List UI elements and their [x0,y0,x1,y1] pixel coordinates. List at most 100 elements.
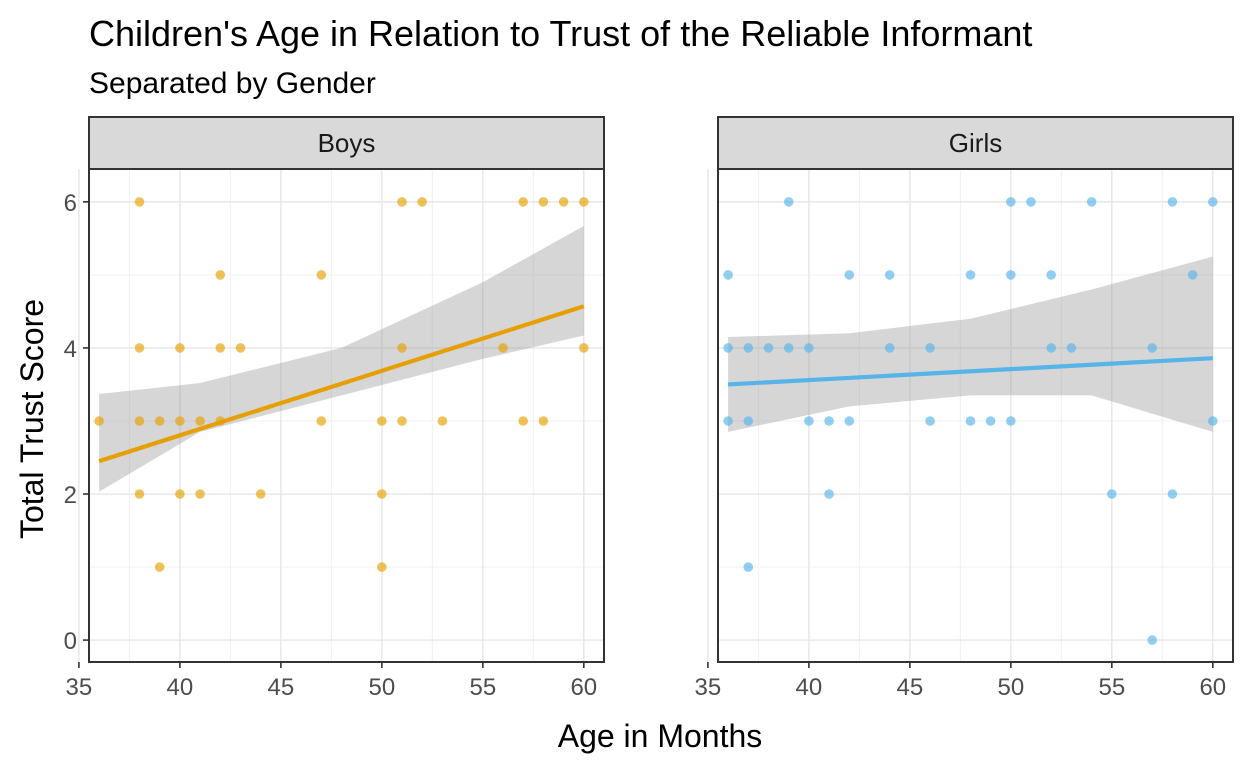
data-point [965,416,976,426]
data-point [1167,489,1178,499]
data-point [215,343,226,353]
data-point [377,562,387,572]
data-point [824,416,834,426]
data-point [518,197,528,207]
data-point [723,416,733,426]
panel-background [89,169,604,662]
chart-title: Children's Age in Relation to Trust of t… [89,13,1032,54]
data-point [558,197,569,207]
data-point [965,270,976,280]
facet-label: Boys [318,128,376,158]
x-tick-label: 50 [997,674,1024,701]
data-point [538,197,549,207]
data-point [723,270,733,280]
data-point [154,416,165,426]
x-tick-label: 45 [268,674,295,701]
x-tick-label: 60 [1199,674,1226,701]
x-tick-label: 35 [66,674,93,701]
data-point [175,489,185,499]
data-point [579,343,589,353]
data-point [316,270,327,280]
data-point [1006,197,1016,207]
data-point [235,343,246,353]
data-point [1046,343,1056,353]
data-point [175,343,185,353]
y-axis-title: Total Trust Score [14,299,50,539]
data-point [783,343,794,353]
data-point [783,197,794,207]
data-point [175,416,185,426]
data-point [397,416,407,426]
data-point [134,343,145,353]
x-tick-label: 40 [167,674,194,701]
data-point [1167,197,1178,207]
data-point [1208,416,1218,426]
chart-subtitle: Separated by Gender [89,67,376,100]
data-point [1208,197,1218,207]
trend-line [98,304,585,464]
data-point [1147,343,1157,353]
data-point [1147,635,1157,645]
data-point [743,416,754,426]
data-point [437,416,448,426]
data-point [417,197,428,207]
x-tick-label: 40 [796,674,823,701]
data-point [377,416,387,426]
data-point [377,489,387,499]
data-point [255,489,266,499]
data-point [195,489,205,499]
confidence-band [728,256,1213,432]
data-point [1066,343,1077,353]
facet-strip [88,116,605,170]
data-point [844,270,855,280]
data-point [94,416,104,426]
panel-border [717,168,1234,663]
data-point [763,343,774,353]
data-point [397,343,407,353]
data-point [743,343,754,353]
data-point [1006,270,1016,280]
data-point [518,416,528,426]
data-point [538,416,549,426]
panels-group: Boys 35 40 45 50 55 60 0 2 4 6 Girls 35 40 45 50 55 60 [64,116,1234,701]
data-point [985,416,996,426]
data-point [824,489,834,499]
data-point [743,562,754,572]
x-tick-label: 35 [695,674,722,701]
data-point [134,489,145,499]
data-point [579,197,589,207]
data-point [884,270,895,280]
data-point [134,197,145,207]
data-point [154,562,165,572]
x-tick-label: 60 [570,674,597,701]
panel-boys: Boys 35 40 45 50 55 60 0 2 4 6 [64,116,605,701]
data-point [844,416,855,426]
data-point [1086,197,1097,207]
x-tick-label: 55 [469,674,496,701]
data-point [1046,270,1056,280]
y-tick-label: 6 [64,190,77,217]
data-point [195,416,205,426]
data-point [134,416,145,426]
data-point [1187,270,1198,280]
data-point [397,197,407,207]
panel-border [88,168,605,663]
data-point [316,416,327,426]
y-tick-label: 2 [64,482,77,509]
x-tick-label: 55 [1098,674,1125,701]
trend-line [727,356,1213,387]
facet-label: Girls [949,128,1002,158]
data-point [723,343,733,353]
data-point [804,416,814,426]
data-point [925,416,935,426]
data-point [215,270,226,280]
data-point [884,343,895,353]
data-point [498,343,508,353]
panel-girls: Girls 35 40 45 50 55 60 [695,116,1234,701]
data-point [1026,197,1036,207]
panel-background [718,169,1233,662]
y-tick-label: 4 [64,336,77,363]
data-point [804,343,814,353]
data-point [925,343,935,353]
